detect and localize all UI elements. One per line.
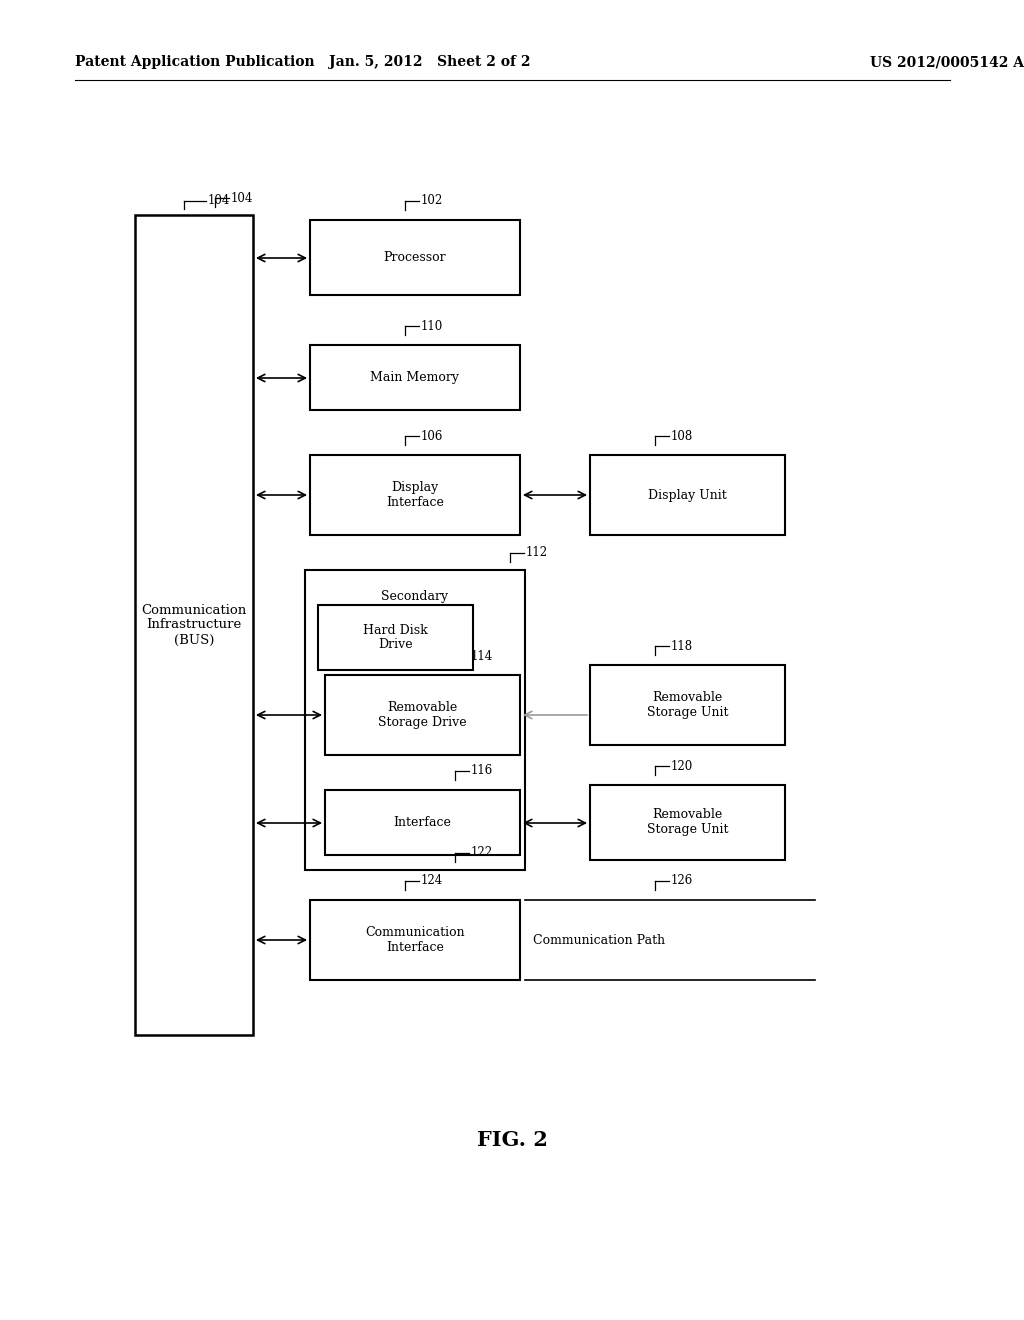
Text: 110: 110 — [421, 319, 443, 333]
Text: Processor: Processor — [384, 251, 446, 264]
Text: US 2012/0005142 A1: US 2012/0005142 A1 — [870, 55, 1024, 69]
Bar — [325, 675, 520, 755]
Text: Communication Path: Communication Path — [534, 933, 666, 946]
Text: 116: 116 — [471, 764, 494, 777]
Text: 104: 104 — [208, 194, 230, 207]
Text: Patent Application Publication: Patent Application Publication — [75, 55, 314, 69]
Text: Display
Interface: Display Interface — [386, 480, 444, 510]
Text: 118: 118 — [671, 639, 693, 652]
Text: Removable
Storage Unit: Removable Storage Unit — [647, 808, 728, 837]
Text: Jan. 5, 2012   Sheet 2 of 2: Jan. 5, 2012 Sheet 2 of 2 — [330, 55, 530, 69]
Text: 124: 124 — [421, 874, 443, 887]
Text: Hard Disk
Drive: Hard Disk Drive — [364, 623, 428, 652]
Text: Main Memory: Main Memory — [371, 371, 460, 384]
Bar — [310, 220, 520, 294]
Bar — [310, 900, 520, 979]
Bar — [135, 215, 253, 1035]
Text: Communication
Infrastructure
(BUS): Communication Infrastructure (BUS) — [141, 603, 247, 647]
Text: 102: 102 — [421, 194, 443, 207]
Bar — [590, 665, 785, 744]
Text: Display Unit: Display Unit — [648, 488, 727, 502]
Text: Removable
Storage Drive: Removable Storage Drive — [378, 701, 467, 729]
Text: 106: 106 — [421, 429, 443, 442]
Text: 126: 126 — [671, 874, 693, 887]
Text: 114: 114 — [471, 649, 494, 663]
Text: FIG. 2: FIG. 2 — [476, 1130, 548, 1150]
Text: 108: 108 — [671, 429, 693, 442]
Text: 122: 122 — [471, 846, 494, 859]
Text: 120: 120 — [671, 759, 693, 772]
Text: 112: 112 — [526, 546, 548, 560]
Bar — [310, 455, 520, 535]
Bar — [325, 789, 520, 855]
Bar — [590, 455, 785, 535]
Text: Removable
Storage Unit: Removable Storage Unit — [647, 690, 728, 719]
Bar — [318, 605, 473, 671]
Bar — [590, 785, 785, 861]
Text: Communication
Interface: Communication Interface — [366, 927, 465, 954]
Bar — [310, 345, 520, 411]
Text: Secondary
Memory: Secondary Memory — [381, 590, 449, 618]
Text: 104: 104 — [231, 191, 253, 205]
Text: Interface: Interface — [393, 816, 452, 829]
Bar — [305, 570, 525, 870]
